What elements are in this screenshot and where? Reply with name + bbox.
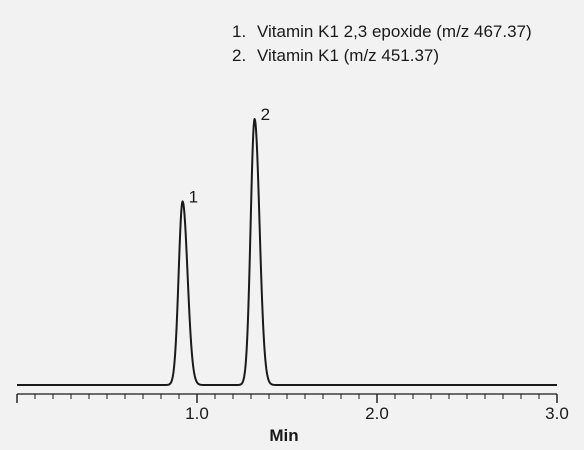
- legend-number-2: 2.: [232, 46, 246, 65]
- legend-entry-2: Vitamin K1 (m/z 451.37): [257, 46, 439, 65]
- legend-number-1: 1.: [232, 22, 246, 41]
- x-tick-label-3: 3.0: [545, 404, 569, 423]
- x-axis-title: Min: [269, 426, 298, 445]
- x-tick-label-1: 1.0: [185, 404, 209, 423]
- peak-label-2: 2: [261, 105, 270, 124]
- peak-label-1: 1: [189, 188, 198, 207]
- x-axis-ticks: [16, 394, 558, 403]
- chromatogram-trace: [16, 118, 558, 386]
- x-tick-label-2: 2.0: [365, 404, 389, 423]
- legend: 1. Vitamin K1 2,3 epoxide (m/z 467.37) 2…: [232, 22, 532, 65]
- legend-entry-1: Vitamin K1 2,3 epoxide (m/z 467.37): [257, 22, 532, 41]
